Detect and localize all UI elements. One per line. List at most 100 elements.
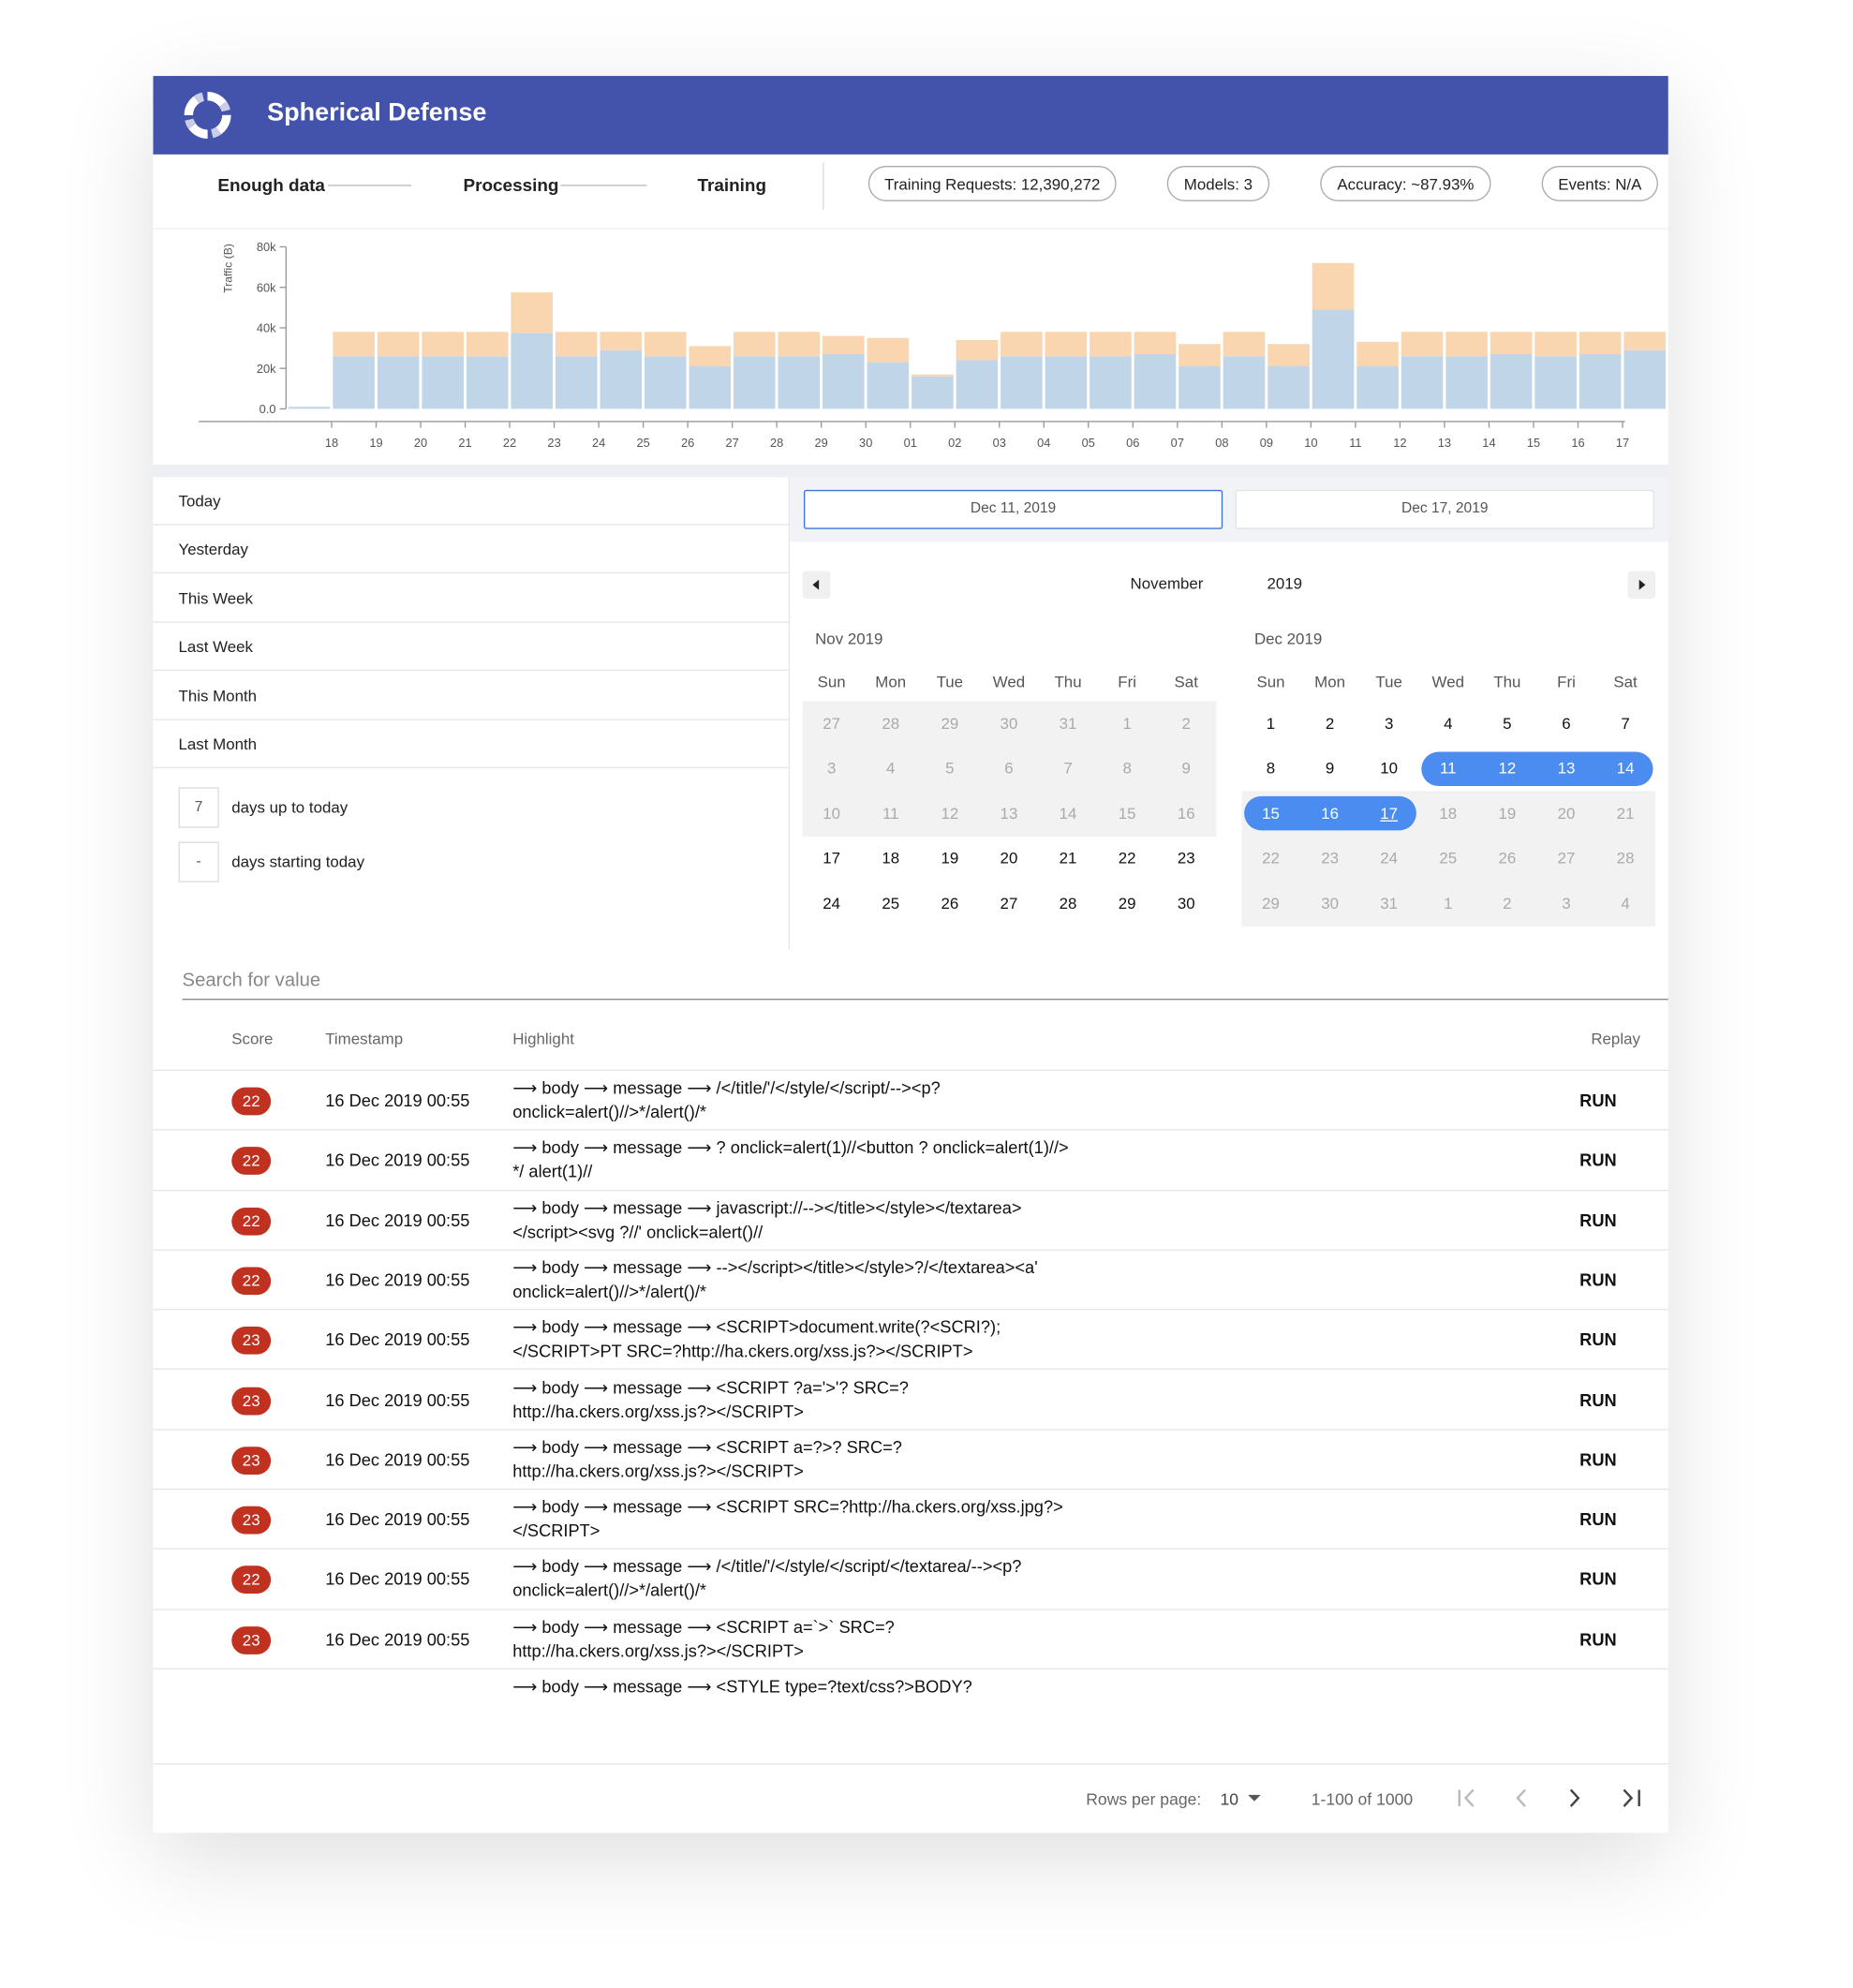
calendar-day[interactable]: 3: [826, 759, 837, 778]
preset-option[interactable]: Last Month: [153, 720, 789, 769]
replay-run[interactable]: RUN: [1579, 1569, 1617, 1590]
replay-run[interactable]: RUN: [1579, 1509, 1617, 1530]
calendar-day[interactable]: 18: [1439, 804, 1458, 823]
calendar-day[interactable]: 8: [1122, 759, 1132, 778]
calendar-day[interactable]: 26: [1498, 849, 1517, 868]
calendar-day[interactable]: 30: [1321, 894, 1339, 912]
calendar-day[interactable]: 6: [1004, 759, 1014, 778]
calendar-day[interactable]: 30: [1177, 894, 1195, 912]
replay-run[interactable]: RUN: [1579, 1150, 1617, 1170]
calendar-day[interactable]: 19: [941, 849, 959, 868]
calendar-day[interactable]: 29: [1262, 894, 1280, 912]
calendar-day[interactable]: 2: [1503, 894, 1512, 912]
calendar-day[interactable]: 11: [1440, 759, 1457, 778]
replay-run[interactable]: RUN: [1579, 1330, 1617, 1350]
replay-run[interactable]: RUN: [1579, 1270, 1617, 1290]
calendar-day[interactable]: 23: [1321, 849, 1339, 868]
calendar-day[interactable]: 26: [941, 894, 959, 912]
next-month[interactable]: [1627, 571, 1656, 600]
last-page[interactable]: [1623, 1788, 1640, 1807]
calendar-day[interactable]: 7: [1621, 714, 1630, 733]
calendar-day[interactable]: 17: [823, 849, 841, 868]
calendar-day[interactable]: 5: [945, 759, 955, 778]
calendar-day[interactable]: 28: [1059, 894, 1077, 912]
calendar-day[interactable]: 14: [1059, 804, 1077, 823]
calendar-day[interactable]: 2: [1181, 714, 1191, 733]
prev-page[interactable]: [1516, 1788, 1526, 1807]
calendar-day[interactable]: 8: [1266, 759, 1276, 778]
calendar-day[interactable]: 15: [1262, 804, 1280, 823]
preset-option[interactable]: This Week: [153, 574, 789, 623]
calendar-day[interactable]: 27: [1557, 849, 1576, 868]
days-input[interactable]: 7: [178, 787, 219, 828]
calendar-day[interactable]: 12: [1498, 759, 1517, 778]
date-input[interactable]: Dec 11, 2019: [803, 489, 1223, 529]
calendar-day[interactable]: 24: [1380, 849, 1399, 868]
rows-per-page-select[interactable]: 10: [1220, 1789, 1239, 1809]
search-input[interactable]: Search for value: [182, 969, 321, 991]
calendar-day[interactable]: 29: [941, 714, 959, 733]
date-input[interactable]: Dec 17, 2019: [1235, 489, 1654, 529]
calendar-day[interactable]: 19: [1498, 804, 1517, 823]
calendar-day[interactable]: 24: [823, 894, 841, 912]
calendar-day[interactable]: 11: [882, 804, 899, 823]
preset-option[interactable]: Today: [153, 477, 789, 526]
calendar-day[interactable]: 4: [1444, 714, 1453, 733]
calendar-day[interactable]: 27: [823, 714, 841, 733]
year-select[interactable]: 2019: [1267, 574, 1303, 593]
calendar-day[interactable]: 16: [1177, 804, 1195, 823]
calendar-day[interactable]: 6: [1562, 714, 1571, 733]
calendar-day[interactable]: 25: [882, 894, 900, 912]
replay-run[interactable]: RUN: [1579, 1090, 1617, 1110]
calendar-day[interactable]: 21: [1059, 849, 1077, 868]
calendar-day[interactable]: 13: [1557, 759, 1576, 778]
replay-run[interactable]: RUN: [1579, 1450, 1617, 1470]
calendar-day[interactable]: 20: [1557, 804, 1576, 823]
calendar-day[interactable]: 28: [882, 714, 900, 733]
calendar-day[interactable]: 1: [1444, 894, 1453, 912]
calendar-day[interactable]: 3: [1562, 894, 1571, 912]
calendar-day[interactable]: 25: [1439, 849, 1458, 868]
calendar-day[interactable]: 29: [1118, 894, 1136, 912]
month-select[interactable]: November: [1130, 574, 1204, 593]
calendar-day[interactable]: 5: [1503, 714, 1512, 733]
calendar-day[interactable]: 2: [1325, 714, 1335, 733]
next-page[interactable]: [1569, 1788, 1580, 1807]
calendar-day[interactable]: 27: [1000, 894, 1018, 912]
calendar-day[interactable]: 23: [1177, 849, 1195, 868]
calendar-day[interactable]: 1: [1122, 714, 1132, 733]
preset-option[interactable]: This Month: [153, 672, 789, 720]
calendar-day[interactable]: 3: [1384, 714, 1394, 733]
calendar-day[interactable]: 4: [1621, 894, 1630, 912]
days-input[interactable]: -: [178, 841, 219, 883]
calendar-day[interactable]: 28: [1616, 849, 1635, 868]
calendar-day[interactable]: 22: [1118, 849, 1136, 868]
calendar-day[interactable]: 18: [882, 849, 900, 868]
replay-run[interactable]: RUN: [1579, 1390, 1617, 1410]
preset-option[interactable]: Last Week: [153, 623, 789, 672]
calendar-day[interactable]: 30: [1000, 714, 1018, 733]
calendar-day[interactable]: 20: [1000, 849, 1018, 868]
calendar-day[interactable]: 9: [1325, 759, 1335, 778]
calendar-day[interactable]: 4: [886, 759, 896, 778]
calendar-day[interactable]: 31: [1380, 894, 1399, 912]
calendar-day[interactable]: 13: [1000, 804, 1018, 823]
calendar-day[interactable]: 15: [1118, 804, 1136, 823]
calendar-day[interactable]: 31: [1059, 714, 1077, 733]
calendar-day[interactable]: 9: [1181, 759, 1191, 778]
calendar-day[interactable]: 14: [1616, 759, 1635, 778]
calendar-day[interactable]: 21: [1616, 804, 1635, 823]
first-page[interactable]: [1458, 1788, 1475, 1807]
calendar-day[interactable]: 22: [1262, 849, 1280, 868]
calendar-day[interactable]: 16: [1321, 804, 1339, 823]
replay-run[interactable]: RUN: [1579, 1210, 1617, 1230]
calendar-day[interactable]: 10: [1380, 759, 1399, 778]
prev-month[interactable]: [802, 571, 831, 600]
calendar-day[interactable]: 1: [1266, 714, 1276, 733]
calendar-day[interactable]: 17: [1380, 804, 1399, 823]
replay-run[interactable]: RUN: [1579, 1629, 1617, 1650]
calendar-day[interactable]: 10: [823, 804, 841, 823]
calendar-day[interactable]: 7: [1063, 759, 1073, 778]
calendar-day[interactable]: 12: [941, 804, 959, 823]
preset-option[interactable]: Yesterday: [153, 526, 789, 574]
